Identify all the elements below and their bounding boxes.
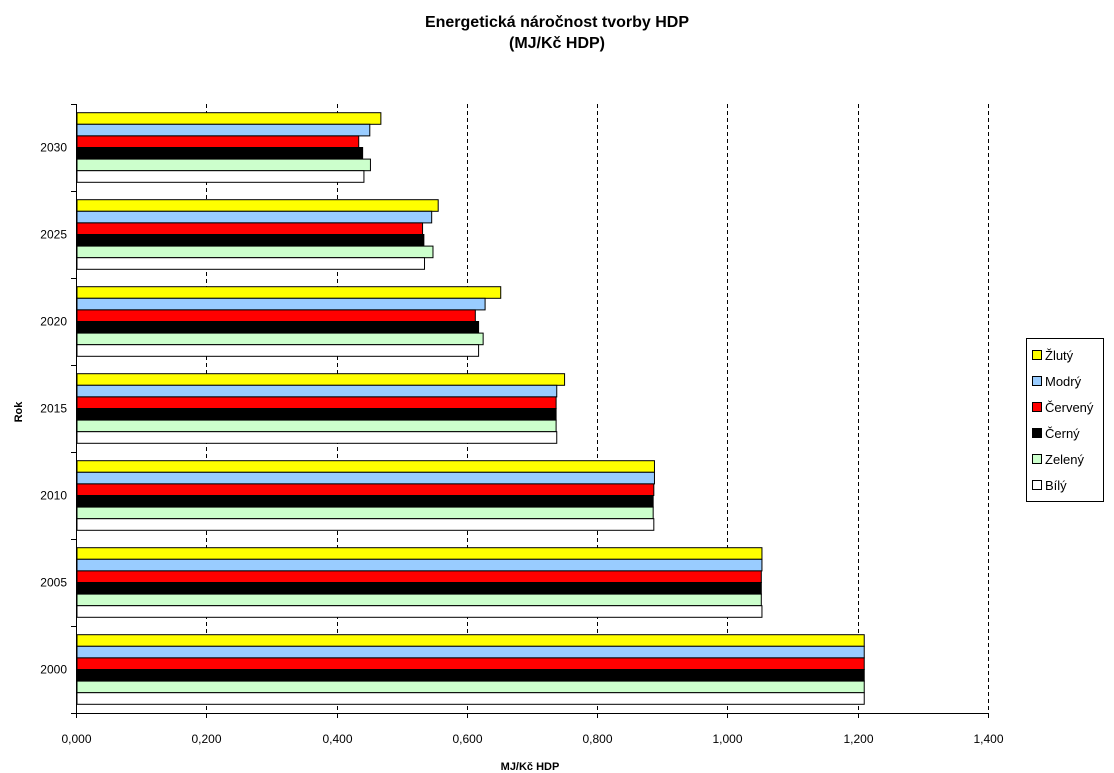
y-tick-label: 2000 (40, 663, 67, 677)
bar (76, 158, 371, 172)
bar (76, 309, 476, 322)
bar (76, 332, 484, 346)
legend-swatch (1032, 428, 1042, 438)
y-tick-label: 2025 (40, 228, 67, 242)
x-tick-label: 0,800 (582, 732, 612, 746)
y-tick-label: 2010 (40, 489, 67, 503)
bar (76, 297, 486, 311)
chart-subtitle: (MJ/Kč HDP) (508, 35, 605, 52)
bar (76, 605, 763, 618)
x-tick-label: 0,600 (452, 732, 482, 746)
legend-label: Žlutý (1045, 347, 1074, 363)
bar (76, 222, 424, 235)
bar (76, 373, 566, 386)
y-tick-label: 2005 (40, 576, 67, 590)
axes (71, 104, 989, 718)
x-axis-title: MJ/Kč HDP (501, 761, 560, 773)
legend-label: Černý (1045, 425, 1080, 441)
legend-label: Modrý (1045, 373, 1082, 389)
y-tick-label: 2030 (40, 141, 67, 155)
bar (76, 431, 558, 444)
bar (76, 460, 655, 473)
bar (76, 396, 557, 409)
bar (76, 593, 762, 607)
bar (76, 384, 558, 398)
legend-swatch (1032, 350, 1042, 360)
bar (76, 234, 425, 247)
bar (76, 257, 426, 270)
bar (76, 680, 865, 694)
legend: Žlutý Modrý Červený Černý Zelený Bílý (1026, 338, 1104, 502)
bar (76, 245, 434, 259)
legend-label: Červený (1045, 399, 1094, 415)
bar (76, 657, 865, 671)
legend-swatch (1032, 480, 1042, 490)
bar (76, 147, 364, 160)
bar (76, 582, 762, 595)
bar (76, 483, 655, 496)
x-tick-label: 1,400 (973, 732, 1003, 746)
bar (76, 210, 433, 224)
tick-labels: 0,000 0,200 0,400 0,600 0,800 1,000 1,200 1,400… (40, 141, 1004, 747)
chart-title-block: Energetická náročnost tvorby HDP (MJ/Kč … (0, 12, 1114, 54)
bar (76, 321, 480, 334)
legend-swatch (1032, 376, 1042, 386)
chart-title: Energetická náročnost tvorby HDP (424, 14, 690, 31)
legend-item: Černý (1027, 420, 1103, 446)
bar (76, 506, 654, 520)
y-tick-label: 2020 (40, 315, 67, 329)
legend-item: Červený (1027, 394, 1103, 420)
y-axis-title: Rok (13, 401, 25, 423)
bar (76, 570, 762, 584)
x-tick-label: 0,200 (191, 732, 221, 746)
x-tick-label: 0,000 (61, 732, 91, 746)
legend-item: Bílý (1027, 472, 1103, 498)
x-tick-label: 1,200 (843, 732, 873, 746)
bar (76, 634, 865, 647)
bar (76, 558, 763, 572)
bar (76, 419, 557, 433)
bars (76, 112, 865, 705)
bar (76, 135, 360, 148)
legend-item: Modrý (1027, 368, 1103, 394)
bar (76, 495, 654, 508)
bar (76, 692, 865, 705)
bar (76, 669, 865, 682)
bar (76, 123, 371, 137)
bar (76, 471, 655, 485)
legend-label: Bílý (1045, 477, 1067, 493)
y-tick-label: 2015 (40, 402, 67, 416)
legend-item: Zelený (1027, 446, 1103, 472)
x-tick-label: 0,400 (322, 732, 352, 746)
bar (76, 547, 763, 560)
bar (76, 199, 439, 212)
legend-swatch (1032, 402, 1042, 412)
bar (76, 170, 365, 183)
bar (76, 645, 865, 659)
bar (76, 344, 480, 357)
legend-label: Zelený (1045, 451, 1085, 467)
legend-swatch (1032, 454, 1042, 464)
legend-item: Žlutý (1027, 342, 1103, 368)
x-tick-label: 1,000 (712, 732, 742, 746)
bar (76, 408, 557, 421)
bar (76, 518, 655, 531)
bar (76, 112, 382, 125)
bar (76, 286, 502, 299)
